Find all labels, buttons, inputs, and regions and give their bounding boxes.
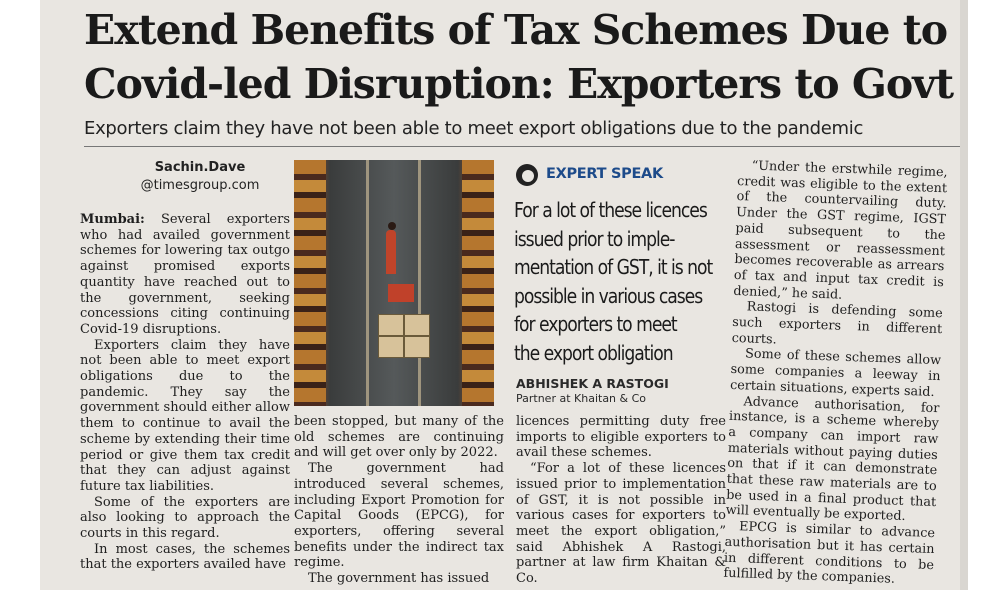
quote-line: For a lot of these licences xyxy=(514,198,708,222)
paragraph: “Under the erstwhile regime, credit was … xyxy=(733,158,948,303)
paragraph: Some of these schemes allow some compani… xyxy=(729,346,942,400)
article-column-3: licences permitting duty free imports to… xyxy=(516,414,726,587)
worker xyxy=(386,230,396,274)
expert-quote: For a lot of these licences issued prior… xyxy=(514,196,713,367)
dateline: Mumbai: xyxy=(80,212,145,227)
headline-line-2: Covid-led Disruption: Exporters to Govt xyxy=(84,60,954,108)
paragraph: EPCG is similar to advance authorisation… xyxy=(723,519,936,588)
quote-line: mentation of GST, it is not xyxy=(514,255,713,279)
floor-line xyxy=(366,160,369,406)
box xyxy=(404,314,430,336)
box xyxy=(378,336,404,358)
floor-line xyxy=(418,160,421,406)
article-column-2: been stopped, but many of the old scheme… xyxy=(294,414,504,587)
quote-line: possible in various cases xyxy=(514,283,703,308)
paragraph: “For a lot of these licences issued prio… xyxy=(516,461,726,587)
newspaper-page: Extend Benefits of Tax Schemes Due to Co… xyxy=(40,0,968,590)
pallet-cart xyxy=(388,284,414,302)
expert-speak-icon xyxy=(516,164,538,186)
paragraph: Advance authorisation, for instance, is … xyxy=(725,393,940,525)
shelf-left xyxy=(294,160,326,406)
paragraph-text: Several exporters who had availed govern… xyxy=(80,212,290,337)
byline-name: Sachin.Dave xyxy=(154,160,246,175)
expert-name: ABHISHEK A RASTOGI xyxy=(516,376,669,391)
article-column-4: “Under the erstwhile regime, credit was … xyxy=(723,158,948,589)
paragraph: licences permitting duty free imports to… xyxy=(516,414,726,461)
box xyxy=(378,314,404,336)
warehouse-photo xyxy=(294,160,494,406)
worker-head xyxy=(388,222,396,230)
divider xyxy=(84,146,964,147)
quote-line: issued prior to imple- xyxy=(514,226,675,251)
expert-speak-label: EXPERT SPEAK xyxy=(546,166,663,182)
headline-line-1: Extend Benefits of Tax Schemes Due to xyxy=(84,6,948,54)
paragraph: Some of the exporters are also looking t… xyxy=(80,494,290,542)
paragraph: been stopped, but many of the old scheme… xyxy=(294,414,504,461)
box xyxy=(404,336,430,358)
paragraph: Mumbai: Several exporters who had availe… xyxy=(80,212,290,338)
quote-line: for exporters to meet xyxy=(514,312,678,336)
byline-handle: @timesgroup.com xyxy=(140,178,260,193)
paragraph: The government has issued xyxy=(308,571,490,587)
quote-line: the export obligation xyxy=(514,340,674,365)
paragraph: In most cases, the schemes that the expo… xyxy=(80,541,290,573)
paragraph: Rastogi is defending some such exporters… xyxy=(731,299,943,348)
paragraph: The government had introduced several sc… xyxy=(294,461,504,571)
shelf-right xyxy=(462,160,494,406)
paragraph: Exporters claim they have not been able … xyxy=(80,337,290,494)
article-column-1: Mumbai: Several exporters who had availe… xyxy=(80,212,290,573)
expert-role: Partner at Khaitan & Co xyxy=(516,392,647,405)
subheadline: Exporters claim they have not been able … xyxy=(84,118,864,139)
